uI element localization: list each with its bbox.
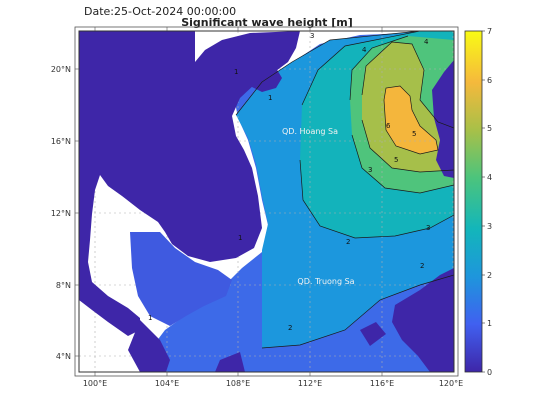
contour-label: 1 [268, 94, 272, 102]
contour-label: 2 [420, 262, 424, 270]
gulf-of-thailand-water [130, 232, 232, 326]
colorbar-tick: 3 [487, 222, 492, 231]
lon-tick-label: 104°E [155, 379, 179, 388]
longitude-tick-labels: 100°E 104°E 108°E 112°E 116°E 120°E [83, 379, 463, 388]
map-title: Significant wave height [m] [181, 16, 353, 29]
colorbar-tick: 6 [487, 76, 492, 85]
lon-tick-label: 120°E [439, 379, 463, 388]
lat-tick-label: 16°N [51, 137, 71, 146]
colorbar-tick: 4 [487, 173, 492, 182]
colorbar-tick-labels: 0 1 2 3 4 5 6 7 [487, 27, 492, 377]
contour-label: 1 [238, 234, 242, 242]
lat-tick-label: 4°N [56, 352, 71, 361]
contour-label: 1 [148, 314, 152, 322]
colorbar-tick: 5 [487, 124, 492, 133]
lon-tick-label: 100°E [83, 379, 107, 388]
lon-tick-label: 108°E [226, 379, 250, 388]
date-label: Date:25-Oct-2024 00:00:00 [84, 5, 236, 18]
colorbar-tick: 7 [487, 27, 492, 36]
latitude-tick-labels: 4°N 8°N 12°N 16°N 20°N [51, 65, 71, 361]
contour-lines [235, 31, 454, 349]
colorbar-tick: 0 [487, 368, 492, 377]
contour-label: 3 [426, 224, 430, 232]
map-area: 1 1 1 1 2 2 2 3 3 3 4 4 5 5 6 QD. Hoang … [79, 31, 454, 372]
contour-label: 3 [310, 32, 314, 40]
hoang-sa-label: QD. Hoang Sa [282, 127, 338, 136]
contour-label: 1 [234, 68, 238, 76]
sea-6m-wave-core [384, 86, 438, 154]
contour-label: 4 [424, 38, 429, 46]
land-mass [79, 31, 454, 372]
contour-label: 5 [412, 130, 416, 138]
colorbar-tick: 2 [487, 271, 492, 280]
map-frame [78, 30, 455, 373]
lat-tick-label: 8°N [56, 281, 71, 290]
contour-label: 3 [368, 166, 372, 174]
truong-sa-label: QD. Truong Sa [297, 277, 354, 286]
contour-label: 4 [362, 46, 367, 54]
lat-tick-label: 12°N [51, 209, 71, 218]
colorbar-tick: 1 [487, 319, 492, 328]
lon-tick-label: 116°E [370, 379, 394, 388]
contour-label: 2 [288, 324, 292, 332]
lat-tick-label: 20°N [51, 65, 71, 74]
colorbar [464, 30, 483, 373]
contour-label: 5 [394, 156, 398, 164]
contour-label: 6 [386, 122, 391, 130]
lon-tick-label: 112°E [298, 379, 322, 388]
contour-label: 2 [346, 238, 350, 246]
contour-value-labels: 1 1 1 1 2 2 2 3 3 3 4 4 5 5 6 [148, 32, 430, 332]
